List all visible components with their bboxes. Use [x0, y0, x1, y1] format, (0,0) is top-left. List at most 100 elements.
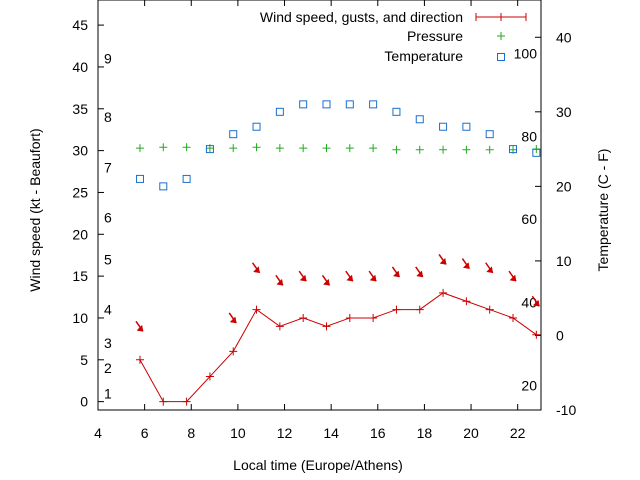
temperature-point [392, 107, 401, 116]
y2-ticks: -10 0 10 20 30 40 [535, 29, 576, 418]
wind-arrow-head [229, 316, 237, 324]
pressure-point [439, 145, 448, 154]
temperature-point [229, 130, 238, 139]
x-tick-label: 6 [141, 425, 149, 441]
y-tick-label: 15 [72, 268, 88, 284]
temperature-point [415, 115, 424, 124]
temperature-point [135, 174, 144, 183]
wind-point [229, 347, 238, 356]
wind-arrow-head [392, 270, 400, 278]
wind-point [205, 372, 214, 381]
x-tick-label: 8 [187, 425, 195, 441]
temperature-point [275, 107, 284, 116]
wind-point [532, 330, 541, 339]
wind-arrow-head [299, 274, 307, 282]
x-tick-label: 18 [417, 425, 433, 441]
wind-point [485, 305, 494, 314]
temperature-point [345, 100, 354, 109]
y-tick-label: 40 [72, 59, 88, 75]
beaufort-label: 7 [104, 159, 112, 175]
wind-point [345, 313, 354, 322]
legend-swatch-wind-marker [497, 13, 505, 21]
fahrenheit-label: 100 [514, 46, 538, 62]
pressure-series [135, 143, 541, 154]
x-axis-label: Local time (Europe/Athens) [233, 457, 403, 473]
wind-arrow-head [509, 274, 517, 282]
pressure-point [275, 144, 284, 153]
y-tick-label: 5 [80, 352, 88, 368]
wind-point [252, 305, 261, 314]
wind-point [135, 355, 144, 364]
beaufort-label: 5 [104, 251, 112, 267]
temperature-point [299, 100, 308, 109]
pressure-point [182, 143, 191, 152]
temperature-point [369, 100, 378, 109]
temperature-point [159, 182, 168, 191]
beaufort-label: 4 [104, 302, 112, 318]
wind-arrow-head [416, 270, 424, 278]
legend-swatch-pressure [497, 32, 505, 40]
wind-arrow-head [462, 262, 470, 269]
wind-arrow-head [486, 266, 494, 274]
y-tick-label: 20 [72, 226, 88, 242]
wind-arrow-head [346, 274, 354, 282]
wind-point [299, 313, 308, 322]
pressure-point [462, 145, 471, 154]
plot-frame [97, 0, 542, 411]
y-tick-label: 0 [80, 394, 88, 410]
legend-swatch-temperature [497, 53, 505, 61]
legend-label-pressure: Pressure [407, 28, 463, 44]
fahrenheit-label: 40 [521, 295, 537, 311]
wind-series [135, 288, 541, 406]
wind-arrow-head [253, 266, 260, 274]
beaufort-labels: 1 2 3 4 5 6 7 8 9 [104, 51, 112, 402]
fahrenheit-labels: 20 40 60 80 100 [514, 46, 538, 394]
pressure-point [252, 143, 261, 152]
pressure-point [415, 145, 424, 154]
wind-point [392, 305, 401, 314]
wind-direction-arrows [135, 253, 540, 332]
wind-point [275, 322, 284, 331]
pressure-point [299, 144, 308, 153]
wind-arrow-head [369, 274, 377, 282]
y-tick-label: 25 [72, 184, 88, 200]
y2-tick-label: 0 [556, 327, 564, 343]
y2-tick-label: 30 [556, 104, 572, 120]
wind-point [159, 397, 168, 406]
beaufort-label: 2 [104, 360, 112, 376]
wind-point [509, 313, 518, 322]
temperature-point [439, 122, 448, 131]
x-tick-label: 4 [94, 425, 102, 441]
wind-point [439, 288, 448, 297]
fahrenheit-label: 60 [521, 211, 537, 227]
temperature-point [485, 130, 494, 139]
wind-arrow-head [532, 299, 540, 307]
pressure-point [392, 145, 401, 154]
wind-point [182, 397, 191, 406]
beaufort-label: 9 [104, 51, 112, 67]
pressure-point [229, 144, 238, 153]
temperature-point [532, 148, 541, 157]
wind-point [415, 305, 424, 314]
x-tick-label: 16 [370, 425, 386, 441]
temperature-point [252, 122, 261, 131]
beaufort-label: 8 [104, 109, 112, 125]
beaufort-label: 6 [104, 210, 112, 226]
beaufort-label: 3 [104, 335, 112, 351]
x-ticks: 4 6 8 10 12 14 16 18 20 22 [94, 0, 526, 441]
wind-point [462, 297, 471, 306]
y2-tick-label: 40 [556, 29, 572, 45]
x-tick-label: 14 [323, 425, 339, 441]
pressure-point [159, 143, 168, 152]
pressure-point [345, 144, 354, 153]
y2-tick-label: 10 [556, 253, 572, 269]
temperature-point [462, 122, 471, 131]
wind-arrow-head [322, 278, 330, 286]
temperature-point [509, 145, 518, 154]
y2-tick-label: 20 [556, 178, 572, 194]
temperature-point [322, 100, 331, 109]
wind-arrow-head [276, 278, 284, 286]
x-tick-label: 12 [277, 425, 293, 441]
y-tick-label: 30 [72, 143, 88, 159]
